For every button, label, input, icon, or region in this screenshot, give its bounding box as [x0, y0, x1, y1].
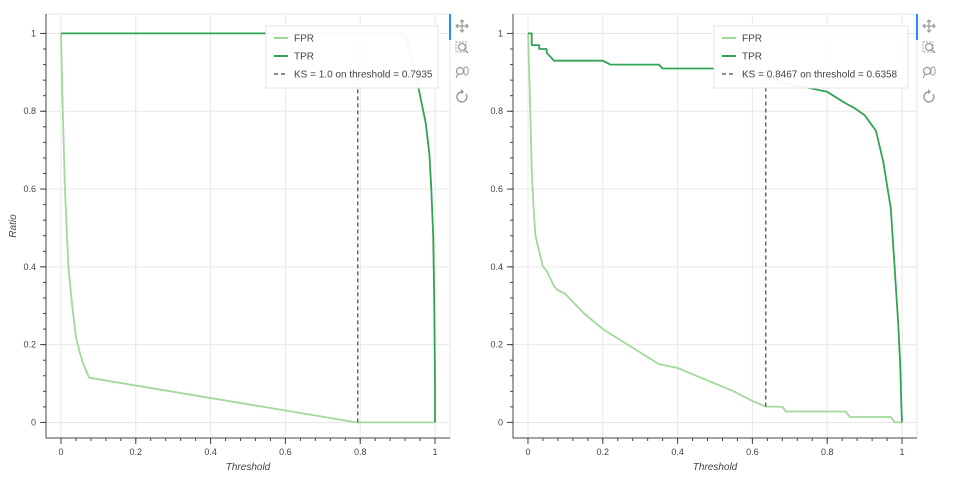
legend-label: FPR	[742, 34, 762, 45]
reset-arrowhead	[928, 89, 931, 94]
y-tick-label: 0.4	[490, 262, 503, 272]
x-tick-label: 0.4	[671, 447, 684, 457]
legend-label: KS = 1.0 on threshold = 0.7935	[294, 70, 433, 81]
series-line-fpr	[527, 33, 902, 424]
reset-arc	[923, 91, 935, 103]
y-tick-label: 0.6	[490, 184, 503, 194]
x-tick-label: 0.4	[204, 447, 217, 457]
wheel-zoom-lens	[922, 66, 932, 76]
y-tick-label: 0.4	[23, 262, 36, 272]
x-axis-label: Threshold	[693, 462, 738, 473]
reset-icon[interactable]	[456, 89, 468, 103]
x-tick-label: 0.6	[746, 447, 759, 457]
wheel-zoom-icon[interactable]	[455, 66, 469, 79]
wheel-zoom-mouse	[930, 66, 936, 76]
x-tick-label: 0	[525, 447, 530, 457]
reset-arc	[456, 91, 468, 103]
y-tick-label: 0	[498, 417, 503, 427]
wheel-zoom-icon[interactable]	[922, 66, 936, 79]
x-tick-label: 0.8	[821, 447, 834, 457]
legend: FPR TPR KS = 0.8467 on threshold = 0.6358	[713, 25, 909, 89]
series-line-fpr	[60, 33, 435, 424]
x-tick-label: 0.2	[597, 447, 610, 457]
y-tick-label: 0.2	[490, 340, 503, 350]
chart-toolbar	[916, 14, 936, 103]
reset-icon[interactable]	[923, 89, 935, 103]
pan-icon[interactable]	[922, 19, 936, 33]
pan-icon-glyph	[922, 19, 936, 33]
chart-panel-1: 0 0.2 0.4 0.6 0.8 1 0 0.2 0.4 0.6 0.8 1 Threshold Rat…	[8, 13, 469, 473]
reset-arrowhead	[461, 89, 464, 94]
y-tick-label: 0.8	[23, 106, 36, 116]
legend-label: FPR	[294, 34, 314, 45]
legend-box	[265, 25, 439, 89]
wheel-zoom-handle	[455, 73, 459, 79]
legend-label: KS = 0.8467 on threshold = 0.6358	[742, 70, 898, 81]
box-zoom-icon[interactable]	[922, 41, 936, 54]
pan-icon[interactable]	[455, 19, 469, 33]
box-zoom-lens	[457, 42, 467, 52]
x-tick-label: 0	[58, 447, 63, 457]
x-tick-label: 0.6	[279, 447, 292, 457]
wheel-zoom-mouse	[463, 66, 469, 76]
wheel-zoom-lens	[455, 66, 465, 76]
y-tick-label: 0.6	[23, 184, 36, 194]
legend-label: TPR	[742, 52, 762, 63]
y-tick-label: 1	[31, 28, 36, 38]
chart-panel-2: 0 0.2 0.4 0.6 0.8 1 0 0.2 0.4 0.6 0.8 1 Threshold FPR…	[490, 13, 936, 473]
legend: FPR TPR KS = 1.0 on threshold = 0.7935	[265, 25, 439, 89]
y-axis-label: Ratio	[8, 214, 19, 238]
box-zoom-handle	[931, 49, 936, 54]
x-tick-label: 1	[900, 447, 905, 457]
y-tick-label: 0.8	[490, 106, 503, 116]
legend-label: TPR	[294, 52, 314, 63]
box-zoom-handle	[464, 49, 469, 54]
box-zoom-lens	[924, 42, 934, 52]
x-tick-label: 1	[433, 447, 438, 457]
chart-toolbar	[449, 14, 469, 103]
y-tick-label: 0	[31, 417, 36, 427]
y-tick-label: 1	[498, 28, 503, 38]
pan-icon-glyph	[455, 19, 469, 33]
box-zoom-icon[interactable]	[455, 41, 469, 54]
x-tick-label: 0.8	[354, 447, 367, 457]
x-axis-label: Threshold	[226, 462, 271, 473]
wheel-zoom-handle	[922, 73, 926, 79]
x-tick-label: 0.2	[130, 447, 143, 457]
y-tick-label: 0.2	[23, 340, 36, 350]
legend-box	[713, 25, 909, 89]
